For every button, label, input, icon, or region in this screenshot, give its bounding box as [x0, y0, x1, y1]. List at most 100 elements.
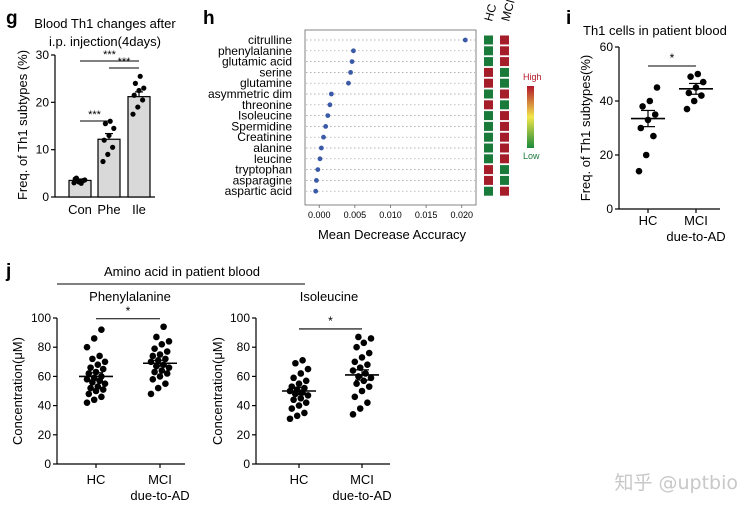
data-point [653, 84, 661, 91]
panel-i-y-tick-label: 60 [600, 40, 614, 54]
heatmap-cell-mci [500, 67, 509, 77]
data-point [687, 73, 694, 80]
panel-g-y-tick-label: 20 [36, 95, 50, 109]
x-tick-label: due-to-AD [332, 488, 391, 503]
data-point [646, 97, 654, 105]
data-point [141, 85, 147, 91]
data-point [365, 383, 373, 390]
data-point [131, 92, 137, 98]
data-point [101, 137, 107, 143]
data-point [107, 118, 113, 124]
heatmap-cell-hc [484, 111, 493, 121]
data-point [297, 395, 305, 402]
heatmap-cell-mci [500, 143, 509, 153]
panel-j-phe-y-tick-label: 20 [38, 428, 52, 442]
data-point [132, 80, 138, 86]
panel-g-y-tick-label: 30 [36, 48, 50, 62]
data-point [358, 354, 366, 361]
data-point [690, 97, 698, 105]
data-point [165, 338, 173, 345]
x-tick-label-ile: Ile [132, 202, 146, 217]
data-point [286, 415, 294, 423]
data-point [694, 70, 702, 78]
heatmap-cell-mci [500, 100, 509, 110]
heatmap-cell-mci [500, 121, 509, 131]
feature-label: alanine [253, 141, 292, 155]
data-point [163, 348, 171, 355]
heatmap-cell-hc [484, 132, 493, 142]
panel-i-y-tick-label: 40 [600, 94, 614, 108]
data-point [355, 333, 362, 341]
feature-importance-point [328, 91, 334, 97]
data-point [111, 125, 117, 131]
panel-g-title-line1: Blood Th1 changes after [34, 16, 176, 31]
data-point [154, 384, 162, 392]
data-point [349, 411, 357, 418]
panel-h-x-tick-label: 0.020 [450, 210, 473, 220]
data-point [651, 111, 659, 118]
heatmap-cell-hc [484, 67, 493, 77]
data-point [292, 359, 299, 367]
panel-j-phe-y-tick-label: 80 [38, 340, 52, 354]
feature-importance-point [349, 59, 355, 64]
heatmap-cell-hc [484, 175, 493, 185]
panel-i-y-tick-label: 20 [600, 148, 614, 162]
data-point [158, 367, 166, 374]
significance-label: * [328, 314, 333, 328]
data-point [137, 73, 143, 79]
panel-j-subtitle-phenylalanine: Phenylalanine [89, 289, 171, 304]
heatmap-cell-mci [500, 186, 509, 196]
data-point [87, 364, 94, 371]
panel-j-ile-y-tick-label: 100 [230, 311, 250, 325]
data-point [101, 358, 109, 366]
data-point [151, 345, 158, 352]
feature-label: citrulline [248, 33, 292, 47]
watermark-text: 知乎 @uptbio [614, 472, 738, 494]
feature-importance-point [317, 156, 323, 162]
data-point [156, 373, 164, 380]
data-point [639, 103, 646, 110]
data-point [293, 412, 301, 420]
feature-label: leucine [254, 152, 292, 166]
panel-h: h Mean Decrease Accuracy HC MCI High Low… [203, 0, 542, 242]
panel-j-left-y-axis-label: Concentration(μM) [10, 337, 25, 445]
data-point [85, 390, 93, 398]
significance-label: * [670, 51, 675, 65]
feature-importance-point [314, 178, 319, 183]
data-point [297, 370, 305, 377]
panel-g-y-tick-label: 0 [42, 190, 49, 204]
heatmap-cell-hc [484, 165, 493, 175]
data-point [301, 409, 308, 417]
data-point [160, 323, 167, 331]
data-point [304, 365, 312, 373]
x-tick-label: MCI [148, 472, 172, 487]
panel-j-ile-y-tick-label: 0 [243, 457, 250, 471]
heatmap-cell-hc [484, 57, 493, 67]
feature-label: Isoleucine [238, 109, 292, 123]
data-point [140, 97, 146, 103]
data-point [698, 92, 705, 99]
heatmap-cell-mci [500, 46, 509, 56]
panel-j-phe-y-tick-label: 60 [38, 369, 52, 383]
panel-g: g Blood Th1 changes after i.p. injection… [6, 8, 176, 217]
panel-j-right-y-axis-label: Concentration(μM) [210, 337, 225, 445]
heatmap-cell-mci [500, 35, 509, 45]
heatmap-cell-mci [500, 154, 509, 164]
heatmap-cell-hc [484, 121, 493, 131]
data-point [302, 399, 310, 406]
heatmap-cell-mci [500, 78, 509, 88]
data-point [147, 358, 155, 366]
data-point [101, 380, 109, 388]
feature-label: asymmetric dim [208, 87, 292, 101]
data-point [94, 361, 102, 369]
panel-letter-h: h [203, 8, 215, 29]
data-point [642, 151, 650, 159]
panel-i-y-tick-label: 0 [606, 202, 613, 216]
heatmap-cell-mci [500, 165, 509, 175]
feature-label: asparagine [233, 173, 293, 187]
panel-j-ile-y-tick-label: 40 [237, 399, 251, 413]
data-point [355, 373, 362, 380]
feature-importance-point [323, 124, 329, 129]
